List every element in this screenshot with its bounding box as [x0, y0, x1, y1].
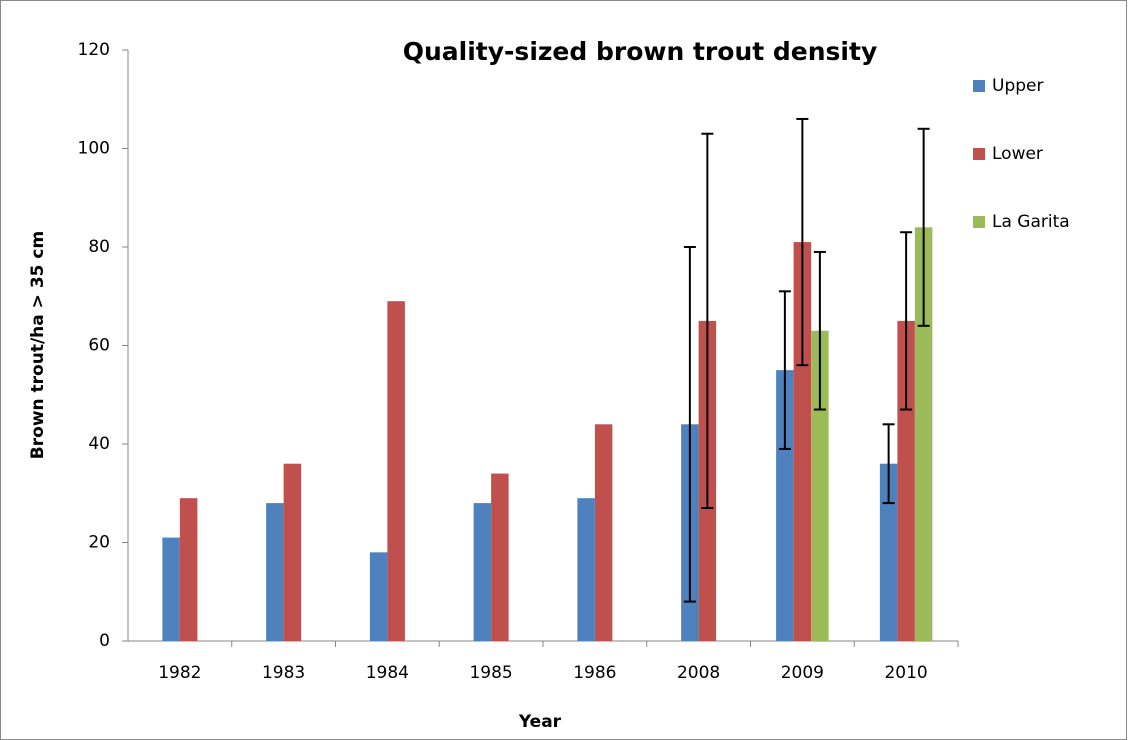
- x-tick-label: 2009: [781, 663, 824, 683]
- error-bar: [917, 127, 930, 327]
- legend-label: Upper: [992, 76, 1043, 96]
- y-tick-label: 100: [78, 139, 110, 159]
- x-tick-label: 1985: [469, 663, 512, 683]
- legend-label: La Garita: [992, 212, 1070, 232]
- y-tick-label: 0: [99, 631, 110, 651]
- chart-title: Quality-sized brown trout density: [403, 37, 878, 66]
- bar: [776, 370, 794, 641]
- bar: [266, 503, 284, 641]
- y-tick-label: 60: [88, 336, 110, 356]
- x-tick-label: 1986: [573, 663, 616, 683]
- error-bar: [900, 231, 913, 411]
- y-tick-label: 120: [78, 40, 110, 60]
- y-tick-label: 20: [88, 533, 110, 553]
- legend-swatch: [973, 80, 985, 92]
- x-tick-label: 2010: [884, 663, 927, 683]
- bar: [897, 320, 915, 641]
- bar: [577, 498, 595, 641]
- error-bar: [778, 290, 791, 450]
- y-tick-label: 80: [88, 237, 110, 257]
- legend-label: Lower: [992, 144, 1043, 164]
- error-bar: [701, 132, 714, 510]
- legend-swatch: [973, 148, 985, 160]
- bar: [162, 537, 180, 641]
- bar: [811, 330, 829, 641]
- bar: [283, 463, 302, 641]
- x-tick-label: 1983: [262, 663, 305, 683]
- bar: [473, 503, 492, 641]
- legend-swatch: [973, 216, 985, 228]
- x-tick-label: 1982: [158, 663, 201, 683]
- bar: [387, 301, 405, 641]
- bar: [914, 227, 933, 642]
- x-tick-label: 2008: [677, 663, 720, 683]
- y-tick-label: 40: [88, 434, 110, 454]
- bar: [879, 463, 898, 641]
- x-axis-label: Year: [518, 712, 562, 732]
- error-bar: [882, 423, 895, 505]
- bar: [491, 473, 509, 641]
- bar: [594, 424, 613, 641]
- bar: [369, 552, 388, 641]
- error-bar: [683, 246, 696, 603]
- bar: [793, 242, 812, 641]
- bar: [179, 498, 198, 641]
- y-axis-label: Brown trout/ha > 35 cm: [28, 231, 48, 459]
- x-tick-label: 1984: [366, 663, 409, 683]
- error-bar: [796, 117, 809, 367]
- error-bar: [813, 250, 826, 411]
